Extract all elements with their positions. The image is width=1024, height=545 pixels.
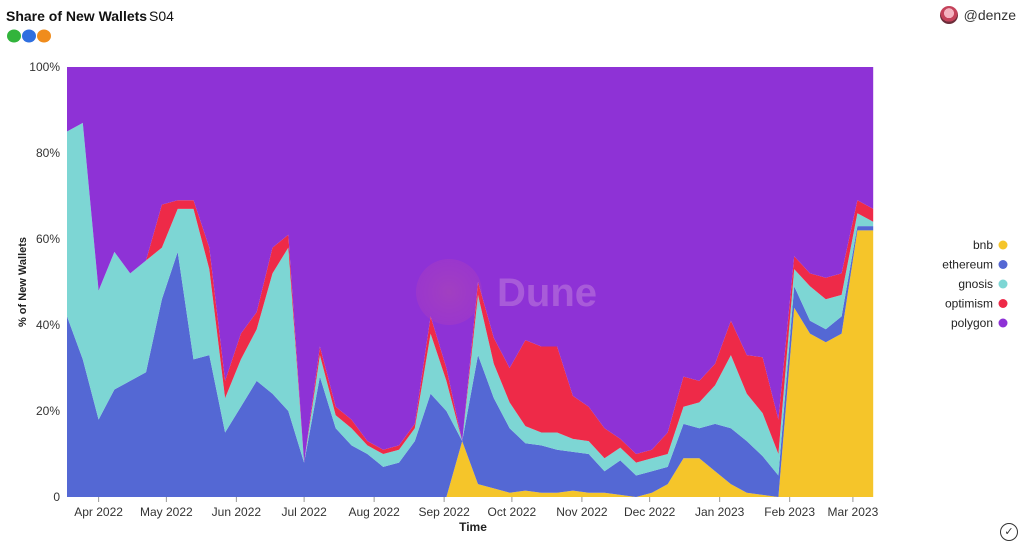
- area-gnosis[interactable]: [67, 122, 874, 476]
- author-handle: @denze: [963, 7, 1016, 23]
- x-axis: Apr 2022 May 2022 Jun 2022 Jul 2022 Aug 2022…: [74, 497, 879, 519]
- check-icon[interactable]: ✓: [1000, 523, 1018, 541]
- x-tick-label: Sep 2022: [418, 505, 470, 519]
- x-tick-label: Aug 2022: [348, 505, 400, 519]
- area-ethereum[interactable]: [67, 226, 874, 497]
- chart-subtitle: S04: [149, 8, 174, 24]
- blue-blob-icon: [22, 29, 36, 43]
- legend-marker-gnosis: [998, 279, 1008, 289]
- y-tick-label: 40%: [36, 318, 60, 332]
- x-axis-label: Time: [459, 520, 487, 534]
- x-tick-label: Apr 2022: [74, 505, 123, 519]
- dune-logo-icon: [416, 259, 482, 325]
- area-series-group: [67, 67, 874, 497]
- legend-marker-polygon: [998, 318, 1008, 328]
- avatar: [939, 6, 958, 24]
- legend-marker-ethereum: [998, 260, 1008, 269]
- area-bnb[interactable]: [67, 230, 874, 497]
- x-tick-label: Jan 2023: [695, 505, 745, 519]
- y-tick-label: 0: [53, 490, 60, 504]
- area-polygon[interactable]: [67, 67, 874, 463]
- legend-label-optimism[interactable]: optimism: [945, 297, 993, 311]
- legend-label-ethereum[interactable]: ethereum: [942, 258, 993, 272]
- x-tick-label: Nov 2022: [556, 505, 608, 519]
- y-tick-label: 100%: [29, 60, 60, 74]
- x-tick-label: Jun 2022: [212, 505, 262, 519]
- legend-marker-optimism: [998, 299, 1008, 308]
- y-axis: 0 20% 40% 60% 80% 100%: [29, 60, 60, 504]
- orange-blob-icon: [37, 29, 51, 43]
- legend-label-bnb[interactable]: bnb: [973, 238, 993, 252]
- green-blob-icon: [7, 29, 21, 43]
- x-tick-label: May 2022: [140, 505, 193, 519]
- y-tick-label: 20%: [36, 404, 60, 418]
- y-tick-label: 80%: [36, 146, 60, 160]
- dune-watermark: Dune: [416, 259, 597, 325]
- y-axis-label: % of New Wallets: [17, 237, 29, 327]
- legend-label-gnosis[interactable]: gnosis: [958, 277, 993, 291]
- chain-logos: [7, 29, 51, 43]
- dune-wordmark-icon: Dune: [497, 271, 597, 315]
- legend: bnb ethereum gnosis optimism polygon: [942, 238, 1008, 330]
- x-tick-label: Oct 2022: [488, 505, 537, 519]
- chart-title: Share of New Wallets: [6, 8, 148, 24]
- legend-label-polygon[interactable]: polygon: [951, 316, 993, 330]
- x-tick-label: Feb 2023: [764, 505, 815, 519]
- x-tick-label: Mar 2023: [828, 505, 879, 519]
- author-link[interactable]: @denze: [939, 6, 1016, 24]
- y-tick-label: 60%: [36, 232, 60, 246]
- x-tick-label: Jul 2022: [281, 505, 327, 519]
- x-tick-label: Dec 2022: [624, 505, 676, 519]
- legend-marker-bnb: [998, 240, 1008, 250]
